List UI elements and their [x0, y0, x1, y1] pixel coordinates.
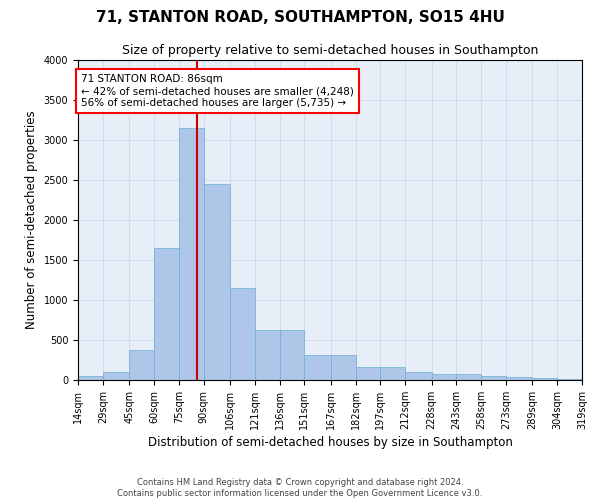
Bar [457, 374, 481, 380]
Bar [506, 377, 532, 380]
Bar [431, 374, 457, 380]
Bar [380, 367, 405, 380]
Bar [78, 376, 103, 380]
Bar [179, 128, 203, 380]
Bar [532, 378, 557, 380]
Bar [557, 379, 582, 380]
Text: Contains HM Land Registry data © Crown copyright and database right 2024.
Contai: Contains HM Land Registry data © Crown c… [118, 478, 482, 498]
Bar [230, 288, 255, 380]
Bar [255, 330, 280, 380]
Bar [481, 376, 506, 380]
Title: Size of property relative to semi-detached houses in Southampton: Size of property relative to semi-detach… [122, 44, 538, 58]
Bar [203, 184, 230, 380]
Bar [304, 355, 331, 380]
Bar [331, 355, 356, 380]
Bar [103, 372, 129, 380]
Bar [280, 330, 304, 380]
Bar [154, 248, 179, 380]
Bar [356, 367, 380, 380]
X-axis label: Distribution of semi-detached houses by size in Southampton: Distribution of semi-detached houses by … [148, 436, 512, 449]
Bar [405, 372, 431, 380]
Text: 71 STANTON ROAD: 86sqm
← 42% of semi-detached houses are smaller (4,248)
56% of : 71 STANTON ROAD: 86sqm ← 42% of semi-det… [82, 74, 354, 108]
Text: 71, STANTON ROAD, SOUTHAMPTON, SO15 4HU: 71, STANTON ROAD, SOUTHAMPTON, SO15 4HU [95, 10, 505, 25]
Y-axis label: Number of semi-detached properties: Number of semi-detached properties [25, 110, 38, 330]
Bar [129, 350, 154, 380]
